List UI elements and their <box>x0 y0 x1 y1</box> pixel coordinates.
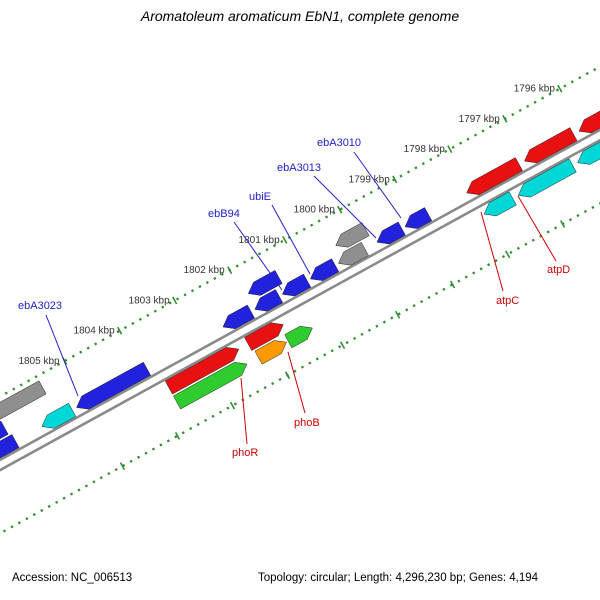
kbp-tick-label: 1801 kbp <box>239 235 281 246</box>
gene-red-19[interactable] <box>244 322 284 351</box>
kbp-tick <box>172 296 178 305</box>
gene-label-leader <box>287 351 306 414</box>
kbp-tick <box>174 432 181 440</box>
backbone-line-top <box>0 128 600 462</box>
gene-green-21[interactable] <box>284 325 313 349</box>
kbp-tick <box>557 84 563 93</box>
genome-summary-text: Topology: circular; Length: 4,296,230 bp… <box>258 572 539 584</box>
kbp-tick <box>505 250 511 259</box>
gene-red-15[interactable] <box>524 127 578 164</box>
gene-label-leader <box>45 314 79 397</box>
gene-label-ebA3023[interactable]: ebA3023 <box>18 300 62 312</box>
gene-label-ebB94[interactable]: ebB94 <box>208 208 240 220</box>
kbp-tick <box>449 280 456 289</box>
gene-cyan-24[interactable] <box>577 119 600 165</box>
kbp-tick-label: 1805 kbp <box>18 356 60 367</box>
gene-label-ebA3013[interactable]: ebA3013 <box>277 162 321 174</box>
gene-label-leader <box>517 195 557 262</box>
gene-ebA3013[interactable] <box>376 221 406 245</box>
kbp-tick <box>337 205 343 214</box>
gene-red-17[interactable] <box>164 347 240 395</box>
gene-label-leader <box>271 204 311 275</box>
kbp-tick <box>394 310 401 319</box>
kbp-tick <box>284 371 291 380</box>
kbp-tick-label: 1802 kbp <box>184 265 226 276</box>
accession-text: Accession: NC_006513 <box>12 572 133 584</box>
kbp-tick <box>560 220 566 228</box>
kbp-tick <box>282 236 288 244</box>
gene-atpC[interactable] <box>483 191 517 217</box>
kbp-tick <box>119 462 126 470</box>
gene-label-leader <box>480 211 504 292</box>
gene-blue-1[interactable] <box>0 420 9 458</box>
gene-ebA3023[interactable] <box>76 361 151 410</box>
gene-blue-0[interactable] <box>0 434 20 472</box>
gene-ubiE[interactable] <box>310 258 340 281</box>
gene-atpD[interactable] <box>517 158 577 198</box>
gene-label-atpC[interactable]: atpC <box>496 295 519 307</box>
gene-label-atpD[interactable]: atpD <box>547 264 570 276</box>
gene-label-ubiE[interactable]: ubiE <box>249 191 271 203</box>
kbp-tick <box>392 175 398 184</box>
gene-phoB[interactable] <box>254 340 287 365</box>
gene-gray-2[interactable] <box>0 380 47 440</box>
kbp-tick <box>502 115 508 123</box>
kbp-tick-label: 1798 kbp <box>404 144 446 155</box>
kbp-tick <box>447 145 453 153</box>
gene-blue-5[interactable] <box>222 304 255 329</box>
gene-blue-6[interactable] <box>247 270 283 296</box>
kbp-tick-label: 1804 kbp <box>74 326 116 337</box>
kbp-tick <box>229 401 236 410</box>
gene-cyan-3[interactable] <box>41 402 77 429</box>
kbp-tick <box>117 326 123 335</box>
page-title: Aromatoleum aromaticum EbN1, complete ge… <box>140 8 460 24</box>
kbp-tick-label: 1799 kbp <box>349 174 391 185</box>
gene-red-16[interactable] <box>578 95 600 134</box>
kbp-tick-label: 1800 kbp <box>294 205 336 216</box>
kbp-tick-label: 1797 kbp <box>459 114 501 125</box>
gene-ebA3010[interactable] <box>404 207 433 229</box>
kbp-tick <box>227 266 233 275</box>
gene-label-ebA3010[interactable]: ebA3010 <box>317 137 361 149</box>
gene-ebB94[interactable] <box>282 273 312 297</box>
gene-label-leader <box>313 175 377 239</box>
gene-label-leader <box>233 221 283 291</box>
gene-label-phoB[interactable]: phoB <box>294 417 320 429</box>
kbp-tick-label: 1803 kbp <box>129 296 171 307</box>
gene-gray-10[interactable] <box>338 241 369 266</box>
kbp-tick <box>339 341 346 349</box>
gene-label-leader <box>353 151 402 219</box>
scale-dotted-line-upper <box>0 65 600 398</box>
gene-blue-7[interactable] <box>254 289 284 312</box>
gene-label-phoR[interactable]: phoR <box>232 447 258 459</box>
kbp-tick-label: 1796 kbp <box>514 84 556 95</box>
gene-label-leader <box>240 377 248 445</box>
gene-red-14[interactable] <box>466 157 523 195</box>
backbone-line-bottom <box>0 138 600 472</box>
gene-phoR[interactable] <box>173 362 248 410</box>
